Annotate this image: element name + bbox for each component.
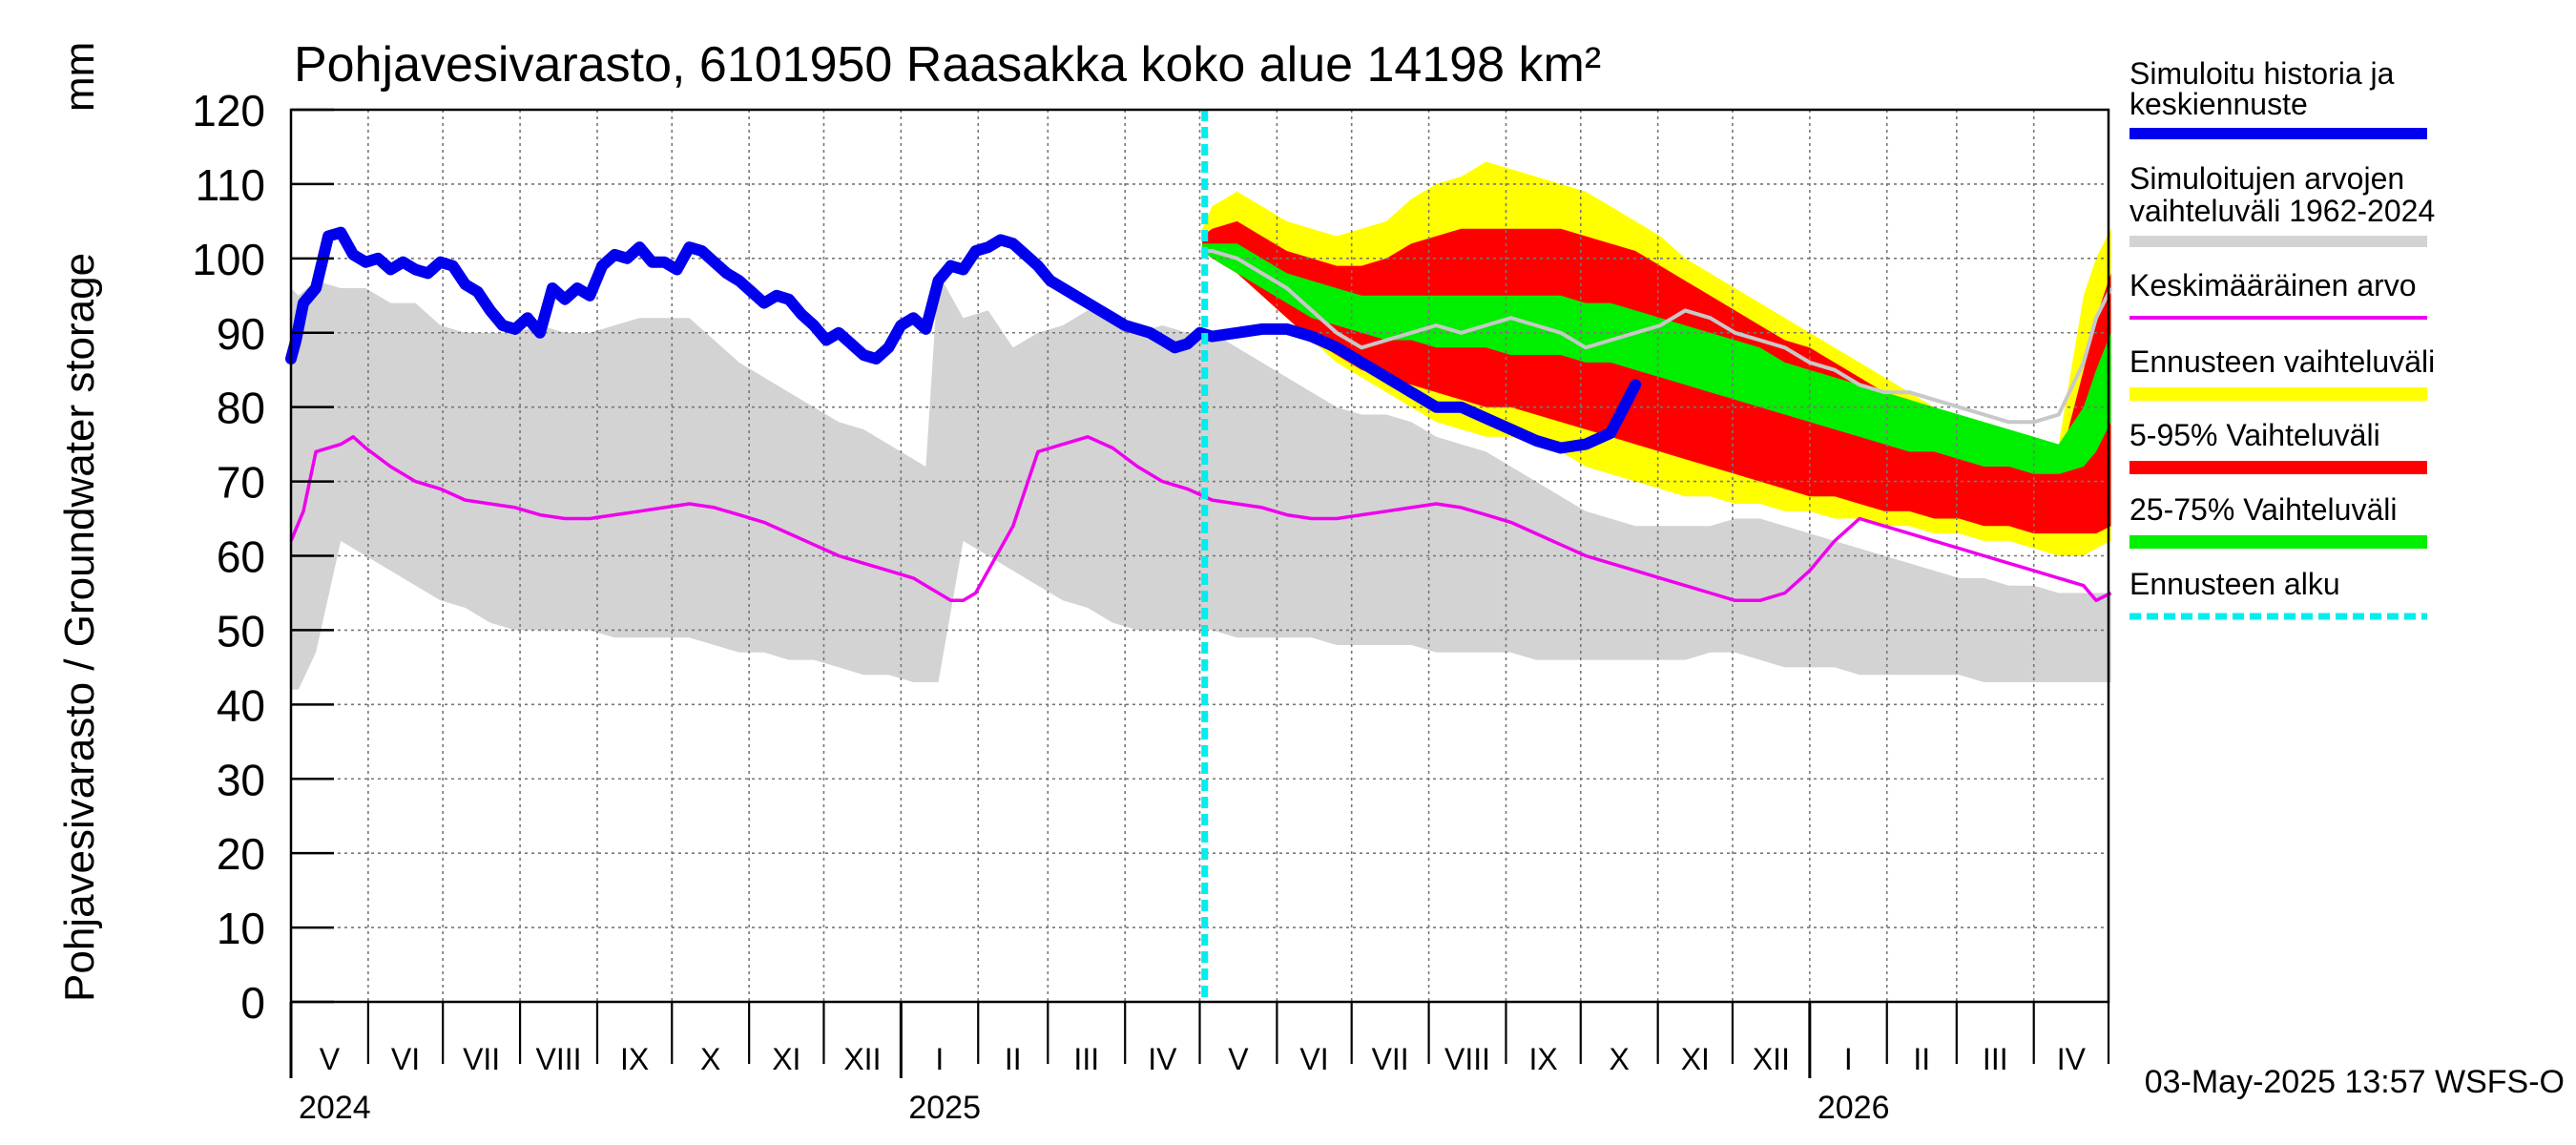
chart-title: Pohjavesivarasto, 6101950 Raasakka koko … [294,37,1601,93]
y-tick-label: 90 [217,309,265,359]
x-month-label: X [1610,1042,1630,1076]
y-tick-label: 80 [217,384,265,433]
plot-area [285,110,2113,1002]
legend-label: Ennusteen alku [2129,567,2340,601]
legend-item-p25_75: 25-75% Vaihteluväli [2129,492,2427,549]
x-month-label: VIII [536,1042,582,1076]
x-month-label: XI [772,1042,800,1076]
x-month-label: XII [1753,1042,1790,1076]
p25-75-band [1202,243,2111,474]
legend-label: Ennusteen vaihteluväli [2129,344,2435,379]
y-tick-label: 30 [217,755,265,804]
x-month-label: V [1228,1042,1249,1076]
legend: Simuloitu historia jakeskiennusteSimuloi… [2129,56,2435,620]
legend-label-line2: keskiennuste [2129,87,2308,121]
x-month-label: II [1005,1042,1022,1076]
x-month-label: IV [1148,1042,1177,1076]
y-axis-label: Pohjavesivarasto / Groundwater storage [56,253,103,1002]
x-month-label: I [935,1042,944,1076]
x-year-label: 2025 [908,1090,981,1126]
x-month-label: IX [620,1042,649,1076]
mean-line [289,435,2112,603]
x-month-label: IX [1529,1042,1558,1076]
timestamp-label: 03-May-2025 13:57 WSFS-O [2145,1064,2565,1100]
x-month-label: VII [1372,1042,1409,1076]
y-tick-label: 120 [192,86,265,135]
x-month-label: IV [2057,1042,2087,1076]
y-tick-label: 40 [217,680,265,730]
y-tick-label: 110 [196,160,265,210]
x-month-label: III [1983,1042,2008,1076]
grid [291,110,2109,1002]
x-month-label: III [1073,1042,1099,1076]
x-month-label: I [1844,1042,1853,1076]
y-axis-unit: mm [56,42,103,112]
x-year-label: 2026 [1818,1090,1890,1126]
x-month-label: VIII [1444,1042,1490,1076]
y-tick-label: 60 [217,532,265,582]
x-month-label: VI [391,1042,420,1076]
legend-label-line2: vaihteluväli 1962-2024 [2129,194,2435,228]
y-tick-label: 70 [217,458,265,508]
x-month-label: VII [463,1042,500,1076]
y-tick-label: 10 [217,904,265,953]
y-tick-label: 100 [192,235,265,284]
legend-label: Simuloitujen arvojen [2129,161,2404,196]
x-month-label: XI [1681,1042,1710,1076]
x-year-label: 2024 [299,1090,371,1126]
y-tick-label: 0 [240,978,265,1028]
history-forecast-line [285,226,1642,454]
y-tick-label: 20 [217,829,265,879]
legend-label: Keskimääräinen arvo [2129,268,2417,302]
y-tick-label: 50 [217,606,265,656]
forecast-median-line [1202,249,2113,425]
legend-item-forecast_start: Ennusteen alku [2129,567,2427,620]
legend-item-forecast_range: Ennusteen vaihteluväli [2129,344,2435,401]
legend-label: Simuloitu historia ja [2129,56,2395,91]
x-month-label: II [1913,1042,1930,1076]
x-month-label: V [320,1042,341,1076]
legend-item-mean: Keskimääräinen arvo [2129,268,2427,320]
x-month-label: XII [843,1042,881,1076]
x-month-label: VI [1299,1042,1328,1076]
legend-item-p5_95: 5-95% Vaihteluväli [2129,418,2427,474]
legend-label: 5-95% Vaihteluväli [2129,418,2380,452]
x-month-label: X [700,1042,720,1076]
legend-label: 25-75% Vaihteluväli [2129,492,2397,527]
